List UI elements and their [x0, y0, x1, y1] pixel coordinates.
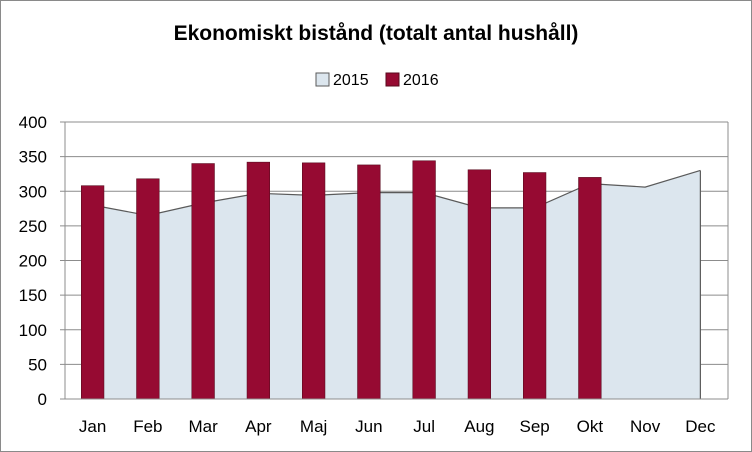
- legend-label-2015: 2015: [333, 72, 369, 89]
- y-tick-label: 400: [19, 113, 47, 132]
- x-tick-label-mar: Mar: [188, 417, 218, 436]
- x-tick-label-dec: Dec: [685, 417, 716, 436]
- x-tick-label-apr: Apr: [245, 417, 272, 436]
- x-tick-label-nov: Nov: [630, 417, 661, 436]
- x-tick-labels: Jan Feb Mar Apr Maj Jun Jul Aug Sep Okt Nov Dec: [79, 417, 716, 436]
- chart-title: Ekonomiskt bistånd (totalt antal hushåll…: [174, 22, 579, 45]
- bar-2016-jul: [412, 160, 436, 400]
- x-tick-label-jan: Jan: [79, 417, 106, 436]
- y-tick-label: 200: [19, 252, 47, 271]
- legend-swatch-2015: [315, 72, 330, 87]
- y-tick-label: 50: [28, 355, 47, 374]
- y-tick-label: 0: [38, 390, 47, 409]
- bars-layer: [80, 160, 602, 400]
- bar-2016-mar: [191, 163, 215, 400]
- area-series-2015: [92, 170, 701, 399]
- x-tick-label-sep: Sep: [520, 417, 550, 436]
- x-tick-label-okt: Okt: [577, 417, 604, 436]
- bar-2016-feb: [136, 178, 160, 400]
- area-layer: [92, 169, 701, 399]
- y-tick-label: 300: [19, 182, 47, 201]
- y-tick-label: 350: [19, 148, 47, 167]
- x-tick-label-jun: Jun: [355, 417, 382, 436]
- y-tick-label: 250: [19, 217, 47, 236]
- bar-2016-maj: [301, 162, 326, 400]
- x-tick-label-feb: Feb: [133, 417, 162, 436]
- bar-2016-aug: [467, 169, 492, 400]
- axes-layer: [64, 122, 729, 400]
- y-tick-label: 100: [19, 321, 47, 340]
- legend: 2015 2016: [315, 72, 439, 89]
- bar-2016-jan: [80, 185, 105, 400]
- bar-2016-apr: [246, 161, 271, 400]
- x-tick-label-maj: Maj: [300, 417, 327, 436]
- bar-2016-okt: [578, 177, 602, 400]
- x-tick-label-jul: Jul: [413, 417, 435, 436]
- legend-label-2016: 2016: [403, 72, 439, 89]
- x-tick-label-aug: Aug: [464, 417, 494, 436]
- legend-swatch-2016: [385, 72, 400, 87]
- y-tick-labels: 0 50 100 150 200 250 300 350 400: [19, 113, 47, 409]
- bar-2016-sep: [522, 172, 547, 400]
- bar-2016-jun: [357, 164, 381, 400]
- y-tick-label: 150: [19, 286, 47, 305]
